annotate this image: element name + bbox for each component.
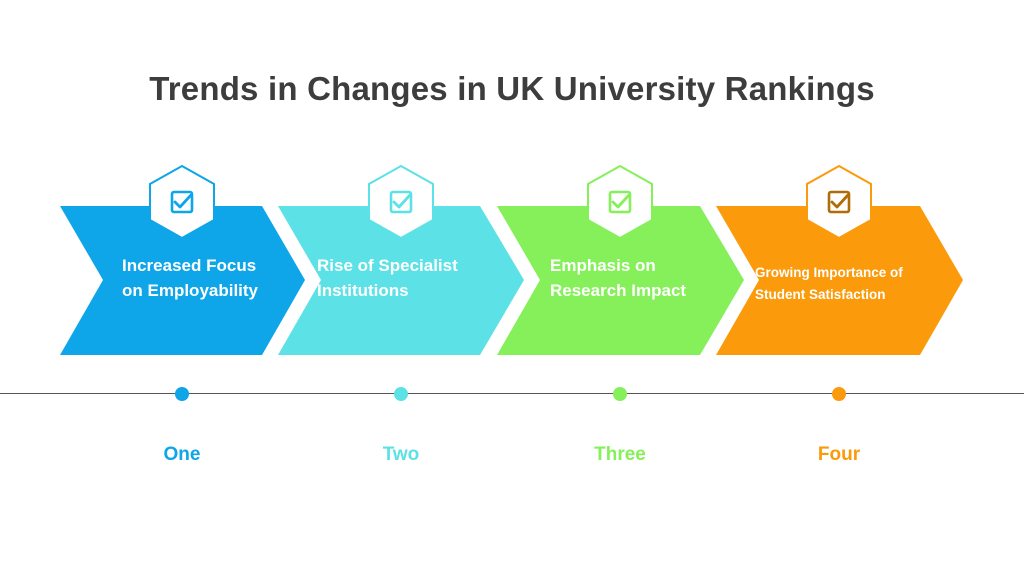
checkbox-icon xyxy=(806,164,872,240)
step-text: Emphasis on Research Impact xyxy=(550,254,686,303)
timeline-line xyxy=(0,393,1024,394)
step-label: Three xyxy=(594,444,646,465)
chevron-fill xyxy=(716,206,963,355)
checkbox-icon xyxy=(368,164,434,240)
timeline-dot xyxy=(613,387,627,401)
step-text-line: Rise of Specialist xyxy=(317,256,458,275)
checkbox-icon xyxy=(149,164,215,240)
timeline-dot xyxy=(832,387,846,401)
hexagon-badge xyxy=(146,162,218,247)
hexagon-badge xyxy=(803,162,875,247)
chevron-fill xyxy=(278,206,524,355)
chevron-fill xyxy=(60,206,305,355)
step-text: Growing Importance of Student Satisfacti… xyxy=(755,262,903,307)
timeline-dot xyxy=(175,387,189,401)
hexagon-badge xyxy=(365,162,437,247)
step-text-line: Research Impact xyxy=(550,280,687,300)
checkbox-icon xyxy=(587,164,653,240)
hexagon-badge xyxy=(584,162,656,247)
step-label: One xyxy=(163,444,201,465)
step-text-line: Increased Focus xyxy=(122,256,257,275)
timeline-dot xyxy=(394,387,408,401)
step-text-line: Growing Importance of xyxy=(755,265,903,280)
step-text-line: Emphasis on xyxy=(550,256,656,275)
step-label: Four xyxy=(817,444,861,465)
step-text: Rise of Specialist Institutions xyxy=(317,254,458,303)
page-title: Trends in Changes in UK University Ranki… xyxy=(149,70,875,107)
step-text-line: on Employability xyxy=(122,280,259,300)
step-label: Two xyxy=(382,444,420,465)
step-text: Increased Focus on Employability xyxy=(122,254,258,303)
step-text-line: Student Satisfaction xyxy=(755,287,886,303)
step-text-line: Institutions xyxy=(317,280,409,300)
chevron-fill xyxy=(497,206,744,355)
